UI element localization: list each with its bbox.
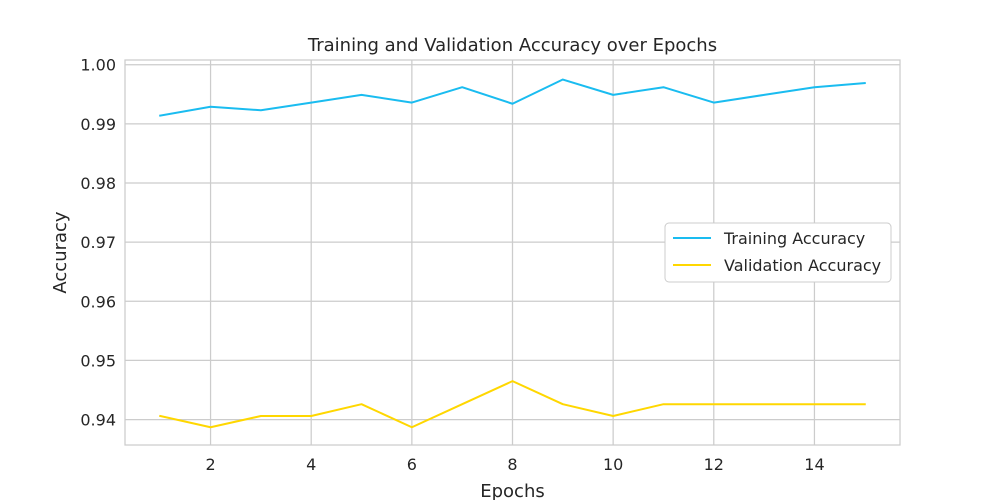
legend-box: [664, 222, 892, 283]
x-tick-labels: 2 4 6 8 10 12 14: [205, 455, 824, 474]
x-tick-label: 6: [407, 455, 417, 474]
x-axis-label: Epochs: [480, 481, 545, 500]
series-line-validation: [159, 380, 866, 429]
chart-title: Training and Validation Accuracy over Ep…: [307, 35, 717, 56]
legend-label-training: Training Accuracy: [723, 229, 865, 248]
y-tick-label: 0.97: [80, 233, 116, 252]
x-tick-label: 2: [205, 455, 215, 474]
series-lines: [159, 78, 866, 429]
x-tick-label: 14: [804, 455, 824, 474]
legend-label-validation: Validation Accuracy: [724, 256, 881, 275]
x-tick-label: 4: [306, 455, 316, 474]
legend: Training Accuracy Validation Accuracy: [664, 222, 892, 283]
x-tick-label: 12: [704, 455, 724, 474]
y-tick-label: 0.95: [80, 351, 116, 370]
x-tick-label: 10: [603, 455, 623, 474]
y-tick-label: 0.98: [80, 174, 116, 193]
x-tick-label: 8: [507, 455, 517, 474]
y-tick-label: 1.00: [80, 56, 116, 75]
y-tick-label: 0.99: [80, 115, 116, 134]
y-tick-labels: 0.94 0.95 0.96 0.97 0.98 0.99 1.00: [80, 56, 116, 430]
y-axis-label: Accuracy: [50, 211, 71, 294]
y-tick-label: 0.96: [80, 292, 116, 311]
y-tick-label: 0.94: [80, 411, 116, 430]
plot-frame: [124, 59, 901, 446]
series-line-training: [159, 78, 866, 117]
